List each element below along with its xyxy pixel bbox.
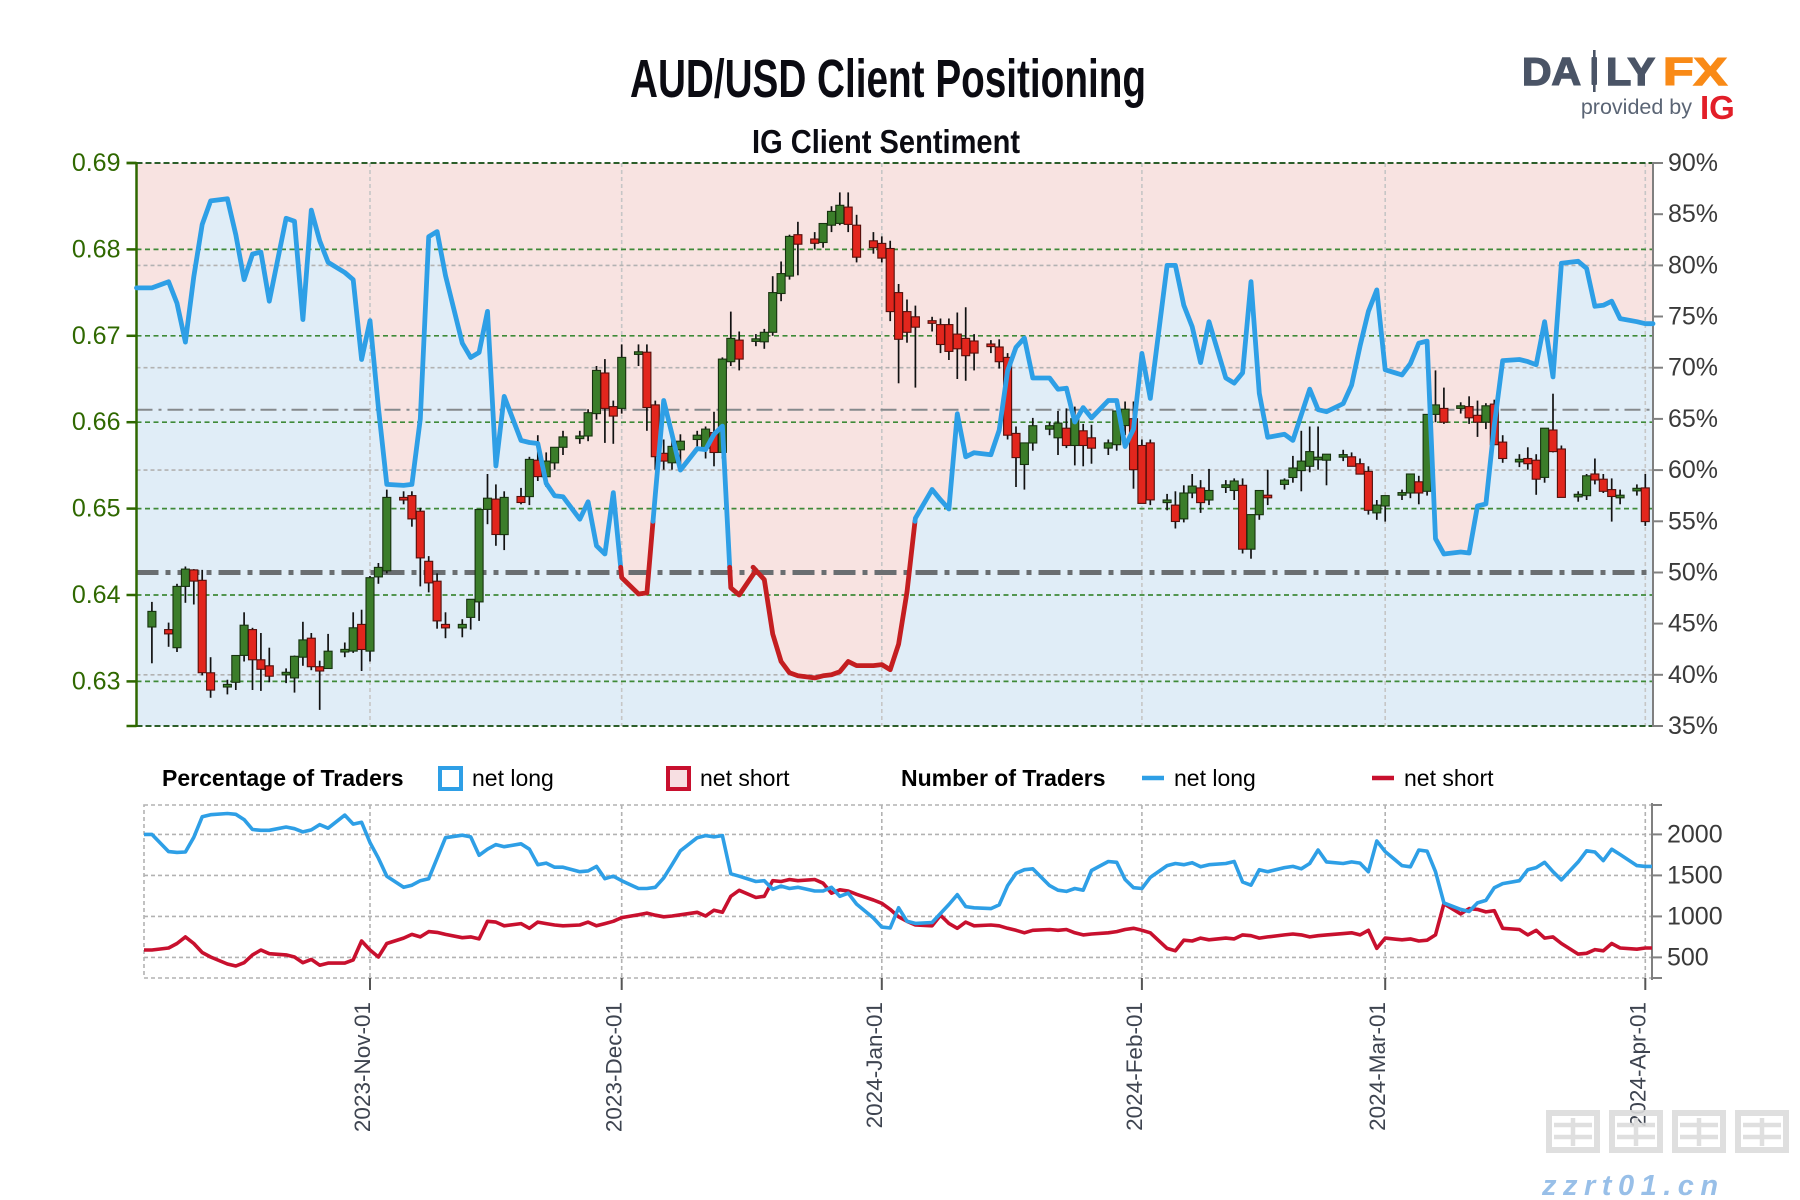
svg-text:80%: 80% — [1668, 251, 1718, 279]
svg-text:zzrt01.cn: zzrt01.cn — [1541, 1170, 1725, 1200]
svg-text:LY: LY — [1606, 51, 1655, 94]
svg-text:40%: 40% — [1668, 661, 1718, 689]
svg-text:DA: DA — [1522, 51, 1581, 94]
svg-text:70%: 70% — [1668, 354, 1718, 382]
svg-text:0.67: 0.67 — [72, 322, 121, 350]
svg-text:2024-Apr-01: 2024-Apr-01 — [1625, 1002, 1650, 1127]
svg-text:0.66: 0.66 — [72, 408, 121, 436]
svg-text:2024-Jan-01: 2024-Jan-01 — [862, 1002, 887, 1128]
svg-text:2000: 2000 — [1667, 820, 1723, 848]
svg-text:FX: FX — [1663, 51, 1727, 94]
svg-text:60%: 60% — [1668, 456, 1718, 484]
svg-text:55%: 55% — [1668, 507, 1718, 535]
svg-text:2024-Feb-01: 2024-Feb-01 — [1122, 1002, 1147, 1131]
svg-text:35%: 35% — [1668, 712, 1718, 740]
svg-text:1500: 1500 — [1667, 861, 1723, 889]
svg-text:AUD/USD Client Positioning: AUD/USD Client Positioning — [630, 49, 1146, 109]
svg-text:net long: net long — [472, 765, 554, 791]
svg-text:0.64: 0.64 — [72, 581, 121, 609]
svg-text:50%: 50% — [1668, 559, 1718, 587]
svg-text:1000: 1000 — [1667, 902, 1723, 930]
svg-text:90%: 90% — [1668, 149, 1718, 177]
svg-text:IG: IG — [1700, 89, 1735, 126]
svg-text:0.65: 0.65 — [72, 495, 121, 523]
svg-text:500: 500 — [1667, 943, 1709, 971]
svg-text:2023-Nov-01: 2023-Nov-01 — [350, 1002, 375, 1132]
svg-text:IG Client Sentiment: IG Client Sentiment — [752, 123, 1020, 160]
svg-text:0.68: 0.68 — [72, 235, 121, 263]
svg-text:0.63: 0.63 — [72, 667, 121, 695]
svg-text:provided by: provided by — [1581, 95, 1692, 119]
svg-text:2023-Dec-01: 2023-Dec-01 — [602, 1002, 627, 1132]
svg-text:0.69: 0.69 — [72, 149, 121, 177]
svg-text:net long: net long — [1174, 765, 1256, 791]
svg-text:2024-Mar-01: 2024-Mar-01 — [1365, 1002, 1390, 1131]
svg-text:Number of Traders: Number of Traders — [901, 765, 1106, 791]
svg-text:65%: 65% — [1668, 405, 1718, 433]
svg-text:net short: net short — [700, 765, 790, 791]
svg-text:75%: 75% — [1668, 303, 1718, 331]
svg-text:85%: 85% — [1668, 200, 1718, 228]
svg-text:net short: net short — [1404, 765, 1494, 791]
svg-text:45%: 45% — [1668, 610, 1718, 638]
svg-text:Percentage of Traders: Percentage of Traders — [162, 765, 404, 791]
